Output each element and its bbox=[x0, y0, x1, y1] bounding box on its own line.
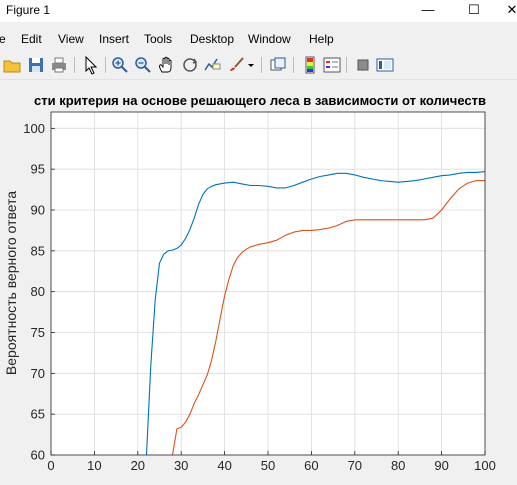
x-tick-label: 50 bbox=[261, 458, 275, 473]
colorbar-icon[interactable] bbox=[300, 55, 320, 75]
y-tick-label: 85 bbox=[31, 243, 45, 258]
y-tick-label: 65 bbox=[31, 407, 45, 422]
window-title: Figure 1 bbox=[6, 3, 51, 17]
x-tick-label: 0 bbox=[47, 458, 54, 473]
maximize-button[interactable]: ☐ bbox=[468, 2, 480, 17]
y-tick-label: 90 bbox=[31, 203, 45, 218]
tick-labels: 0 10 20 30 40 50 60 70 80 90 100 60 65 70 75 80 85 90 95 10… bbox=[23, 121, 496, 473]
menu-view[interactable]: View bbox=[58, 32, 84, 46]
y-tick-label: 100 bbox=[23, 121, 45, 136]
x-tick-label: 10 bbox=[87, 458, 101, 473]
menu-window[interactable]: Window bbox=[248, 32, 291, 46]
menu-bar: e Edit View Insert Tools Desktop Window … bbox=[0, 29, 517, 49]
print-icon[interactable] bbox=[49, 55, 69, 75]
menu-insert[interactable]: Insert bbox=[99, 32, 130, 46]
menu-edit[interactable]: Edit bbox=[21, 32, 42, 46]
x-tick-label: 100 bbox=[474, 458, 496, 473]
save-icon[interactable] bbox=[26, 55, 46, 75]
open-folder-icon[interactable] bbox=[2, 55, 22, 75]
series-2-line[interactable] bbox=[171, 180, 486, 455]
figure-toolbar bbox=[0, 51, 517, 80]
menu-file[interactable]: e bbox=[0, 32, 6, 46]
brush-dropdown-icon[interactable] bbox=[246, 55, 256, 75]
zoom-in-icon[interactable] bbox=[110, 55, 130, 75]
zoom-out-icon[interactable] bbox=[133, 55, 153, 75]
y-axis-label: Вероятность верного ответа bbox=[3, 191, 19, 375]
toolbar-separator bbox=[105, 57, 106, 73]
toolbar-separator bbox=[74, 57, 75, 73]
x-tick-label: 40 bbox=[217, 458, 231, 473]
chart-title: сти критерия на основе решающего леса в … bbox=[34, 93, 486, 108]
close-button[interactable]: ✕ bbox=[506, 2, 517, 17]
show-plot-tools-icon[interactable] bbox=[375, 55, 395, 75]
y-tick-label: 60 bbox=[31, 448, 45, 463]
minimize-button[interactable]: — bbox=[421, 2, 435, 17]
series-group bbox=[145, 171, 486, 455]
x-tick-label: 60 bbox=[304, 458, 318, 473]
menu-tools[interactable]: Tools bbox=[144, 32, 173, 46]
y-tick-label: 95 bbox=[31, 162, 45, 177]
series-1-line[interactable] bbox=[145, 171, 486, 455]
link-plot-icon[interactable] bbox=[268, 55, 288, 75]
x-tick-label: 90 bbox=[434, 458, 448, 473]
plot-svg: сти критерия на основе решающего леса в … bbox=[3, 93, 496, 473]
toolbar-separator bbox=[293, 57, 294, 73]
brush-icon[interactable] bbox=[226, 55, 246, 75]
window-titlebar: Figure 1 — ☐ ✕ bbox=[0, 0, 517, 22]
menu-desktop[interactable]: Desktop bbox=[190, 32, 235, 46]
menu-help[interactable]: Help bbox=[309, 32, 334, 46]
y-tick-label: 80 bbox=[31, 284, 45, 299]
y-tick-label: 75 bbox=[31, 325, 45, 340]
x-tick-label: 30 bbox=[174, 458, 188, 473]
pan-hand-icon[interactable] bbox=[156, 55, 176, 75]
x-tick-label: 70 bbox=[348, 458, 362, 473]
hide-plot-tools-icon[interactable] bbox=[353, 55, 373, 75]
figure-canvas[interactable]: сти критерия на основе решающего леса в … bbox=[0, 80, 517, 480]
toolbar-separator bbox=[346, 57, 347, 73]
legend-icon[interactable] bbox=[322, 55, 342, 75]
x-tick-label: 80 bbox=[391, 458, 405, 473]
x-tick-label: 20 bbox=[131, 458, 145, 473]
toolbar-separator bbox=[261, 57, 262, 73]
pointer-icon[interactable] bbox=[81, 55, 101, 75]
rotate-3d-icon[interactable] bbox=[180, 55, 200, 75]
y-tick-label: 70 bbox=[31, 366, 45, 381]
data-cursor-icon[interactable] bbox=[202, 55, 222, 75]
